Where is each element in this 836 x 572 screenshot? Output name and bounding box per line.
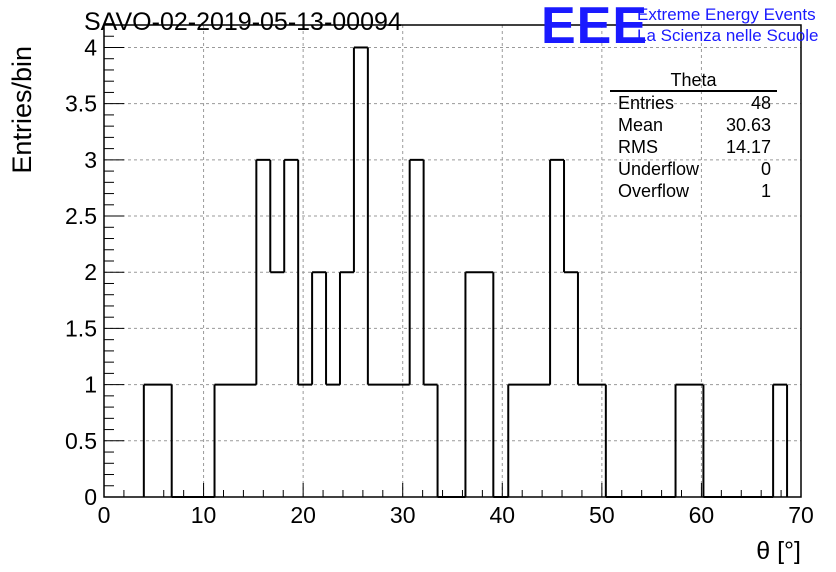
x-tick-label: 20 [290, 502, 316, 528]
stats-value: 14.17 [725, 137, 771, 157]
x-tick-label: 60 [689, 502, 715, 528]
x-tick-label: 30 [390, 502, 416, 528]
stats-label: Mean [618, 115, 664, 135]
y-tick-label: 3 [84, 147, 97, 173]
logo-caption-line1: Extreme Energy Events [637, 5, 816, 24]
y-axis-ticks: 0 0.5 1 1.5 2 2.5 3 3.5 4 [65, 24, 124, 510]
x-axis-label: θ [°] [756, 537, 801, 565]
y-tick-label: 4 [84, 34, 97, 60]
y-tick-label: 2.5 [65, 203, 97, 229]
logo-caption: Extreme Energy Events La Scienza nelle S… [637, 4, 818, 46]
grid-lines [104, 25, 801, 497]
stats-row: Overflow 1 [610, 180, 777, 202]
stats-label: Underflow [618, 159, 700, 179]
stats-title: Theta [610, 70, 777, 92]
stats-label: Entries [618, 93, 675, 113]
x-tick-label: 0 [98, 502, 111, 528]
x-tick-label: 40 [489, 502, 515, 528]
logo-caption-line2: La Scienza nelle Scuole [637, 26, 819, 45]
x-tick-label: 50 [589, 502, 615, 528]
stats-value: 0 [760, 159, 771, 179]
stats-label: Overflow [618, 181, 690, 201]
eee-logo: EEE [541, 0, 649, 55]
y-tick-label: 1.5 [65, 315, 97, 341]
y-tick-label: 0 [84, 484, 97, 510]
chart-title: SAVO-02-2019-05-13-00094 [84, 8, 402, 36]
x-tick-label: 70 [788, 502, 814, 528]
y-tick-label: 0.5 [65, 428, 97, 454]
stats-label: RMS [618, 137, 658, 157]
y-tick-label: 2 [84, 259, 97, 285]
stats-row: Entries 48 [610, 92, 777, 114]
stats-value: 30.63 [725, 115, 771, 135]
x-tick-label: 10 [191, 502, 217, 528]
stats-row: RMS 14.17 [610, 136, 777, 158]
x-axis-ticks: 0 10 20 30 40 50 60 70 [98, 483, 814, 528]
stats-value: 1 [760, 181, 771, 201]
y-tick-label: 1 [84, 372, 97, 398]
y-axis-label: Entries/bin [7, 46, 37, 174]
stats-row: Underflow 0 [610, 158, 777, 180]
stats-value: 48 [750, 93, 771, 113]
stats-row: Mean 30.63 [610, 114, 777, 136]
stats-box: Theta Entries 48 Mean 30.63 RMS 14.17 Un… [610, 70, 777, 202]
y-tick-label: 3.5 [65, 91, 97, 117]
